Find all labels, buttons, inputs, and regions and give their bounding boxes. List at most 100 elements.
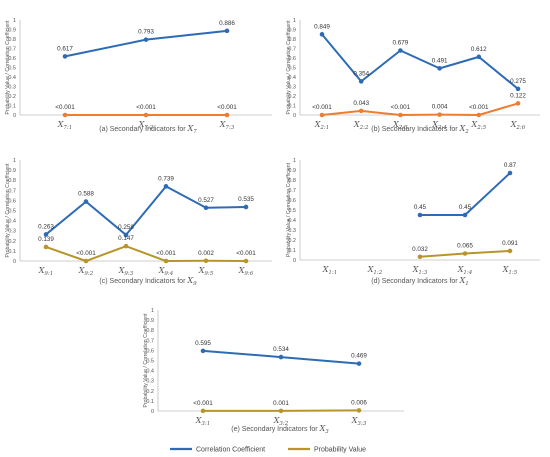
series-line-probability <box>45 245 247 262</box>
correlation-point <box>143 37 149 42</box>
y-tick-label: 0.9 <box>288 168 296 174</box>
correlation-point <box>319 32 325 37</box>
panel-caption: (c) Secondary Indicators for X9 <box>99 276 197 287</box>
probability-point <box>476 112 482 118</box>
probability-data-label: 0.006 <box>351 399 367 406</box>
y-tick-label: 0.5 <box>288 66 296 72</box>
correlation-data-label: 0.588 <box>78 191 94 198</box>
probability-data-label: <0.001 <box>156 250 176 257</box>
y-tick-label: 0 <box>293 258 296 264</box>
correlation-data-label: 0.491 <box>432 57 448 64</box>
y-axis-title: Probability Value / Correlation Coeffici… <box>143 313 149 408</box>
y-tick-label: 0.4 <box>8 75 16 81</box>
correlation-data-label: 0.793 <box>138 29 154 36</box>
y-tick-label: 0.7 <box>8 47 16 53</box>
y-tick-label: 0.4 <box>288 218 296 224</box>
y-tick-label: 0.5 <box>8 209 16 215</box>
probability-data-label: 0.147 <box>118 235 134 242</box>
y-tick-label: 0.1 <box>8 104 16 110</box>
correlation-data-label: 0.263 <box>38 223 54 230</box>
x-tick-label: X2:6 <box>510 120 526 131</box>
y-tick-label: 0.2 <box>8 239 16 245</box>
y-tick-label: 0.9 <box>8 168 16 174</box>
y-tick-label: 1 <box>293 18 296 24</box>
legend-probability-label: Probability Value <box>314 447 366 454</box>
series-line-correlation <box>321 33 519 90</box>
correlation-data-label: 0.45 <box>414 204 427 211</box>
panel-caption: (e) Secondary Indicators for X3 <box>231 424 329 435</box>
probability-point <box>123 243 129 249</box>
y-tick-label: 0.1 <box>146 399 154 405</box>
probability-point <box>507 248 513 254</box>
series-line-correlation <box>45 185 247 236</box>
correlation-data-label: 0.354 <box>353 70 369 77</box>
probability-data-label: 0.065 <box>457 243 473 250</box>
legend-correlation-label: Correlation Coefficient <box>196 447 265 454</box>
y-tick-label: 0.1 <box>288 104 296 110</box>
y-tick-label: 0.3 <box>8 85 16 91</box>
legend: Correlation Coefficient Probability Valu… <box>170 447 366 454</box>
y-tick-label: 0.7 <box>288 188 296 194</box>
y-tick-label: 0.8 <box>8 37 16 43</box>
y-tick-label: 0.3 <box>288 228 296 234</box>
probability-point <box>203 258 209 264</box>
probability-data-label: <0.001 <box>391 104 411 111</box>
y-tick-label: 0.3 <box>288 85 296 91</box>
probability-point <box>462 251 468 256</box>
probability-data-label: <0.001 <box>312 104 332 111</box>
correlation-point <box>417 212 423 218</box>
y-axis-title: Probability Value / Correlation Coeffici… <box>5 20 11 115</box>
correlation-data-label: 0.535 <box>238 196 254 203</box>
y-tick-label: 0.6 <box>288 56 296 62</box>
chart-panel-5: 0 0.1 0.2 0.3 0.4 0.5 0.6 0.7 0.8 0.9 1Probability… <box>143 308 404 435</box>
probability-point <box>143 112 149 118</box>
probability-point <box>278 408 284 414</box>
x-tick-label: X9:5 <box>198 266 214 277</box>
probability-data-label: <0.001 <box>136 104 156 111</box>
x-tick-label: X1:2 <box>367 265 383 276</box>
x-tick-label: X3:1 <box>195 416 211 427</box>
x-tick-label: X7:2 <box>138 120 154 131</box>
correlation-point <box>163 184 169 189</box>
probability-data-label: 0.122 <box>510 92 526 99</box>
y-tick-label: 0 <box>13 259 16 265</box>
probability-point <box>224 112 230 118</box>
y-tick-label: 0.2 <box>288 238 296 244</box>
y-tick-label: 0.8 <box>146 328 154 334</box>
correlation-data-label: 0.469 <box>351 353 367 360</box>
correlation-point <box>358 79 364 84</box>
panel-caption: (b) Secondary Indicators for X2 <box>371 124 469 135</box>
probability-data-label: 0.139 <box>38 236 54 243</box>
y-tick-label: 0.8 <box>288 178 296 184</box>
y-tick-label: 0.8 <box>288 37 296 43</box>
y-tick-label: 1 <box>151 308 154 314</box>
y-tick-label: 0 <box>293 113 296 119</box>
probability-data-label: 0.002 <box>198 250 214 257</box>
y-tick-label: 0.4 <box>288 75 296 81</box>
y-tick-label: 1 <box>293 158 296 164</box>
chart-panel-4: 0 0.1 0.2 0.3 0.4 0.5 0.6 0.7 0.8 0.9 1Probability… <box>286 158 540 287</box>
probability-data-label: <0.001 <box>469 104 489 111</box>
correlation-point <box>278 354 284 360</box>
correlation-data-label: 0.849 <box>314 23 330 30</box>
probability-point <box>417 254 423 260</box>
x-tick-label: X9:2 <box>78 266 94 277</box>
y-tick-label: 0.9 <box>8 28 16 34</box>
y-tick-label: 0.5 <box>146 359 154 365</box>
correlation-data-label: 0.275 <box>510 78 526 85</box>
probability-data-label: 0.091 <box>502 240 518 247</box>
correlation-data-label: 0.679 <box>393 39 409 46</box>
x-tick-label: X9:4 <box>158 266 174 277</box>
y-tick-label: 0.4 <box>146 369 154 375</box>
y-tick-label: 0.7 <box>146 338 154 344</box>
x-tick-label: X9:6 <box>238 266 254 277</box>
probability-data-label: <0.001 <box>217 104 237 111</box>
correlation-data-label: 0.886 <box>219 20 235 27</box>
correlation-data-label: 0.87 <box>504 162 517 169</box>
x-tick-label: X2:1 <box>314 120 330 131</box>
correlation-point <box>398 48 403 53</box>
correlation-point <box>224 28 230 34</box>
y-tick-label: 0.6 <box>8 56 16 62</box>
probability-point <box>62 112 68 118</box>
